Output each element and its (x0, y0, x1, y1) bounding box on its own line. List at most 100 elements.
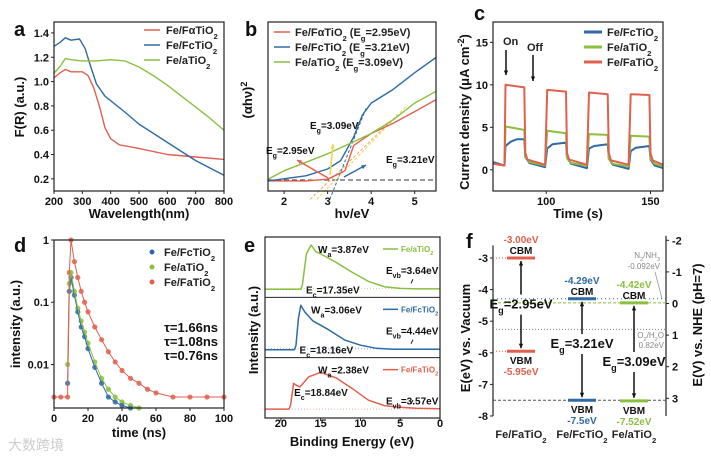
material-label: Fe/FcTiO2 (556, 429, 607, 445)
redox-label-part: 2 (655, 337, 658, 343)
legend-label: Fe/FaTiO2 (607, 57, 658, 73)
x-tick-label: 40 (116, 413, 128, 425)
x-tick-label: 0 (51, 413, 57, 425)
y-tick-label: -8 (478, 411, 488, 423)
wa-label: Wa=3.87eV (318, 245, 369, 259)
wa-label-part: W (311, 305, 321, 316)
eg-annotation-part: E (386, 155, 393, 166)
series-line (267, 90, 437, 180)
vbm-label: VBM (510, 356, 532, 367)
material-label-part: Fe/FaTiO (495, 429, 542, 441)
ec-label-part: E (306, 285, 313, 296)
evb-label-part: vb (393, 273, 401, 280)
wa-label: Wa=2.38eV (318, 366, 369, 380)
legend-label-part: (E (350, 27, 361, 39)
legend-label-part: =3.09eV) (358, 57, 403, 69)
off-arrow-head (530, 76, 536, 81)
on-arrow-head (503, 70, 509, 75)
tangent-line (316, 106, 407, 200)
y-tick-label: 3 (672, 393, 678, 405)
eg-annotation-part: g (393, 162, 397, 169)
redox-label-part: /H (647, 331, 655, 340)
legend-label: Fe/aTiO2 (Eg=3.09eV) (295, 57, 403, 73)
y-axis-label-part: (αhν) (240, 87, 255, 119)
legend-label: Fe/FaTiO2 (164, 277, 215, 293)
vbm-label: VBM (571, 405, 593, 416)
y-axis-label-part: ) (457, 34, 472, 38)
panel-label: b (245, 19, 257, 41)
x-tick-label: 20 (82, 413, 94, 425)
series-line (53, 68, 225, 161)
evb-label-part: E (386, 326, 393, 337)
legend-label-part: Fe/FaTiO (164, 277, 211, 289)
evb-label: Evb=4.44eV (386, 326, 439, 340)
x-axis-label: time (ns) (112, 425, 166, 440)
material-label-part: Fe/FcTiO (556, 429, 603, 441)
cbm-arrow-head (631, 305, 637, 311)
x-axis-label: Wavelength(nm) (89, 206, 190, 221)
tangent-line (309, 114, 398, 200)
off-label: Off (527, 42, 543, 54)
material-label: Fe/FaTiO2 (495, 429, 546, 445)
legend-label-part: Fe/FcTiO (166, 40, 213, 52)
panel-c-photocurrent: c 100 150 0 5 10 15 Time (s) Current density (μA… (456, 3, 664, 221)
legend-label-part: Fe/FcTiO (607, 27, 654, 39)
panel-label: a (14, 19, 26, 41)
ec-label-part: c (306, 352, 310, 359)
legend-label: Fe/aTiO2 (607, 42, 651, 58)
legend-label-part: Fe/FaTiO (607, 57, 654, 69)
evb-label-part: vb (393, 333, 401, 340)
legend-label-part: Fe/FcTiO (295, 42, 342, 54)
legend-label-part: (E (342, 57, 353, 69)
x-axis-label: Binding Energy (eV) (290, 434, 414, 449)
y-axis-label-part: -2 (456, 38, 466, 46)
material-label-part: 2 (603, 436, 607, 445)
evb-marker (410, 339, 414, 344)
eg-annotation-part: E (266, 146, 273, 157)
x-tick-label: 2 (281, 196, 287, 208)
y-tick-label: 1.4 (34, 28, 50, 40)
panel-d-trpl: d 0 20 40 60 80 100 0.01 0.1 1 time (ns) intensity … (8, 235, 233, 453)
legend-label-part: Fe/aTiO (164, 262, 205, 274)
y-tick-label: 2 (672, 362, 678, 374)
y-axis-label-right: E(V) vs. NHE (pH=7) (690, 263, 705, 386)
legend-label-part: 2 (343, 34, 347, 43)
evb-label: Evb=3.57eV (386, 397, 439, 411)
ec-label-part: E (294, 388, 301, 399)
eg-annotation-part: =3.09eV (321, 121, 359, 132)
panel-b-tauc: b2 3 4 5hν/eV(αhν)2Fe/FαTiO2 (Eg=2.95eV)Fe/F… (239, 19, 437, 221)
panel-label: d (14, 235, 26, 257)
eg-arrow-head (330, 144, 335, 149)
legend-label-part: 2 (435, 311, 438, 317)
legend-label-part: g (353, 64, 358, 73)
eg-arrow-head (361, 165, 366, 170)
redox-label-part: O (658, 331, 664, 340)
y-tick-label: 1 (43, 235, 49, 247)
redox-value: 0.82eV (639, 341, 665, 350)
eg-symbol: E (550, 336, 559, 351)
y-tick-label: 15 (476, 37, 488, 49)
legend-label-part: Fe/aTiO (166, 55, 207, 67)
eg-label: Eg=3.09eV (602, 354, 665, 373)
x-tick-label: 15 (315, 418, 327, 430)
wa-label-part: W (318, 366, 328, 377)
redox-label-part: 2 (644, 337, 647, 343)
evb-marker (410, 399, 414, 405)
x-tick-label: 0 (437, 418, 443, 430)
eg-symbol: E (602, 354, 611, 369)
y-axis-label: Intensity (a.u.) (246, 286, 261, 374)
legend-label-part: g (361, 34, 366, 43)
y-tick-label: -4 (478, 285, 489, 297)
watermark: 大数跨境 (8, 437, 64, 453)
x-tick-label: 200 (45, 196, 63, 208)
redox-value: -0.092eV (628, 262, 661, 271)
legend-label-part: 2 (435, 372, 438, 378)
legend-label: Fe/FcTiO2 (401, 305, 438, 317)
eg-annotation-part: =2.95eV (277, 146, 315, 157)
eg-annotation-part: E (310, 121, 317, 132)
cbm-value: -3.00eV (503, 235, 538, 246)
ec-label-part: =17.35eV (317, 285, 360, 296)
evb-label-part: E (386, 397, 393, 408)
y-axis-label-part: 2 (239, 82, 249, 87)
wa-label-part: W (318, 245, 328, 256)
